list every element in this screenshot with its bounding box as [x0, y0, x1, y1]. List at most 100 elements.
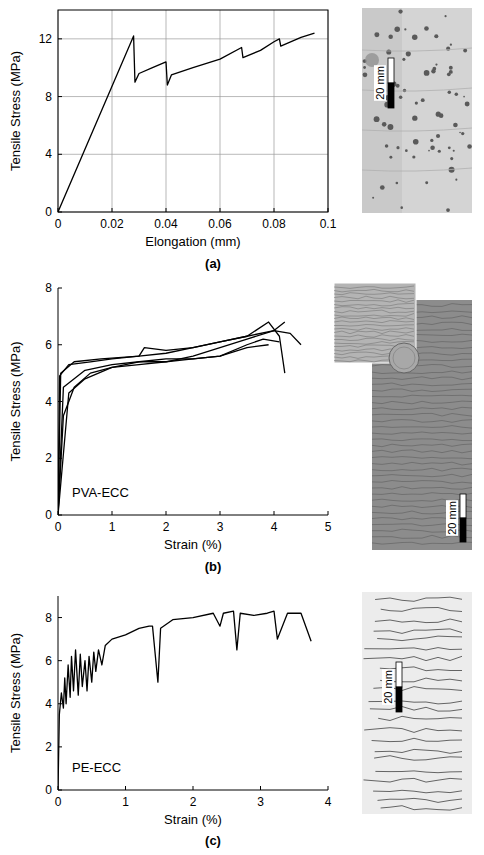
grid-line — [274, 10, 275, 212]
y-tick — [58, 288, 62, 289]
photo-pore — [465, 102, 470, 107]
x-tick-label: 1 — [109, 520, 116, 534]
x-tick — [274, 511, 275, 515]
photo-crack — [364, 648, 462, 650]
photo-pore — [446, 208, 450, 212]
photo-pore — [448, 146, 451, 149]
x-tick-label: 0 — [55, 795, 62, 809]
photo-crack — [334, 338, 414, 340]
scale-bar-label: 20 mm — [446, 501, 458, 535]
photo-pore — [396, 182, 399, 185]
x-tick-label: 4 — [325, 795, 332, 809]
y-tick-label: 8 — [45, 90, 52, 104]
scale-bar-label-bg — [374, 65, 386, 101]
grid-line — [58, 96, 328, 97]
photo-crack — [372, 413, 472, 416]
chart-panel: 00.020.040.060.080.104812Elongation (mm)… — [8, 10, 337, 271]
plot-frame — [58, 10, 328, 212]
x-tick-label: 2 — [190, 795, 197, 809]
photo-crack — [334, 328, 414, 331]
photo-pore — [399, 95, 403, 99]
y-tick — [58, 660, 62, 661]
photo-crack — [375, 749, 462, 753]
photo-crack — [372, 389, 472, 392]
photo-crack — [334, 300, 414, 303]
photo-crack — [334, 331, 414, 334]
x-tick-label: 0.06 — [208, 217, 232, 231]
x-tick — [220, 208, 221, 212]
grid-line — [58, 154, 328, 155]
photo-pore — [439, 113, 444, 118]
photo-crack — [372, 457, 472, 459]
photo-pore — [430, 139, 433, 142]
y-tick-label: 2 — [45, 451, 52, 465]
photo-crack — [334, 314, 414, 317]
y-axis-title: Tensile Stress (MPa) — [8, 342, 23, 462]
photo-crack — [334, 335, 414, 338]
photo-crack — [377, 636, 462, 641]
photo-crack — [372, 377, 472, 380]
x-tick-label: 3 — [217, 520, 224, 534]
photo-pore — [421, 98, 425, 102]
photo-crack — [334, 317, 414, 320]
scale-bar — [396, 662, 402, 687]
photo-pore — [436, 134, 440, 138]
photo-crack — [373, 790, 462, 793]
photo-crack — [362, 48, 472, 51]
photo-pore — [467, 144, 472, 149]
photo-pore — [425, 181, 428, 184]
photo-pore — [363, 66, 366, 69]
x-tick — [112, 511, 113, 515]
photo-pore — [428, 150, 430, 152]
specimen-photo: 20 mm — [362, 8, 472, 213]
y-tick — [58, 38, 62, 39]
photo-pore — [450, 44, 452, 46]
photo-pore — [380, 185, 385, 190]
x-tick — [125, 786, 126, 790]
scale-bar-label-bg — [446, 500, 458, 536]
photo-crack — [372, 426, 472, 429]
photo-pore — [374, 116, 380, 122]
photo-pore — [432, 67, 436, 71]
data-layer — [58, 611, 311, 790]
photo-pore — [402, 58, 405, 61]
photo-pore — [461, 132, 464, 135]
annotation: PVA-ECC — [72, 485, 129, 500]
y-tick-label: 0 — [45, 508, 52, 522]
photo-pore — [396, 146, 399, 149]
photo-pore — [438, 150, 441, 153]
x-tick-label: 0.04 — [154, 217, 178, 231]
photo-pore — [388, 34, 393, 39]
y-tick — [58, 617, 62, 618]
photo-pore — [398, 9, 402, 13]
photo-crack — [334, 307, 414, 309]
photo-pore — [412, 116, 417, 121]
data-line — [58, 322, 285, 515]
x-tick — [328, 786, 329, 790]
photo-crack — [372, 481, 472, 484]
x-axis — [58, 515, 328, 516]
photo-pore — [365, 53, 379, 67]
photo-crack — [374, 629, 462, 634]
panel-label: (c) — [205, 833, 221, 848]
photo-crack — [372, 450, 472, 453]
data-line — [58, 339, 279, 515]
x-axis-title: Strain (%) — [164, 537, 222, 552]
photo-crack — [372, 444, 472, 447]
photo-crack — [372, 493, 472, 495]
grid-line — [166, 10, 167, 212]
grid-line — [220, 10, 221, 212]
photo-pore — [430, 146, 435, 151]
chart-panel: 01234502468Strain (%)Tensile Stress (MPa… — [8, 281, 332, 574]
photo-crack — [334, 296, 414, 299]
photo-crack — [362, 168, 472, 171]
scale-bar — [388, 58, 394, 83]
photo — [362, 8, 472, 213]
photo-pore — [389, 156, 392, 159]
x-tick — [260, 786, 261, 790]
y-tick-label: 8 — [45, 281, 52, 295]
data-line — [58, 611, 311, 790]
y-tick-label: 0 — [45, 205, 52, 219]
photo-shade — [362, 8, 402, 213]
photo-crack — [334, 325, 414, 327]
